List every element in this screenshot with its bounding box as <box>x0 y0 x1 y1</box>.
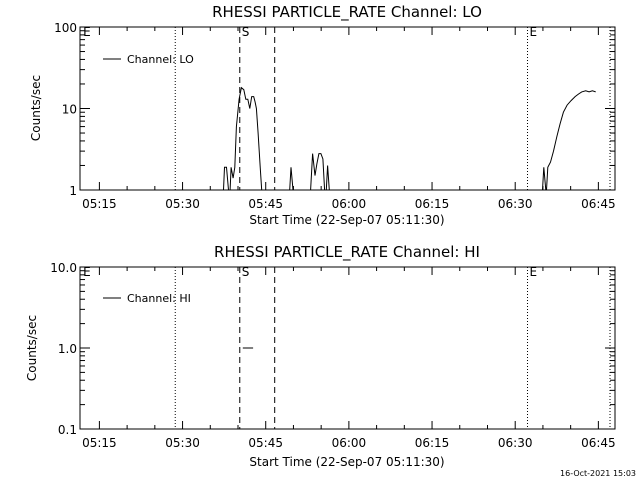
panel-lo-xtick-label-0: 05:15 <box>82 197 117 211</box>
panel-hi-xtick-label-1: 05:30 <box>165 436 200 450</box>
panel-lo-ylabel: Counts/sec <box>29 75 43 141</box>
panel-lo-ytick-label-2: 100 <box>54 21 77 35</box>
panel-lo-x-ticks: 05:15 05:30 05:45 06:00 06:15 06:30 06:45 <box>82 27 616 211</box>
panel-hi-xtick-label-3: 06:00 <box>332 436 367 450</box>
panel-hi-x-ticks: 05:15 05:30 05:45 06:00 06:15 06:30 06:45 <box>82 267 616 450</box>
panel-lo-series-0-segment-0 <box>223 86 263 191</box>
panel-lo-xlabel: Start Time (22-Sep-07 05:11:30) <box>249 213 444 227</box>
panel-hi-ytick-label-2: 10.0 <box>50 261 77 275</box>
panel-hi: RHESSI PARTICLE_RATE Channel: HI E S E 05:… <box>25 243 616 469</box>
panel-hi-xtick-label-0: 05:15 <box>82 436 117 450</box>
panel-lo-marker-label-2: S <box>242 25 250 39</box>
panel-hi-xtick-label-6: 06:45 <box>581 436 616 450</box>
panel-lo-legend: Channel: LO <box>103 53 194 66</box>
panel-lo-xtick-label-2: 05:45 <box>248 197 283 211</box>
panel-lo-xtick-label-5: 06:30 <box>498 197 533 211</box>
panel-hi-xtick-label-5: 06:30 <box>498 436 533 450</box>
panel-hi-marker-label-4: E <box>530 265 538 279</box>
panel-lo-series <box>223 86 596 191</box>
panel-hi-legend-label: Channel: HI <box>127 292 191 305</box>
panel-lo-frame <box>79 26 616 191</box>
panel-lo-legend-label: Channel: LO <box>127 53 194 66</box>
panel-hi-xtick-label-4: 06:15 <box>415 436 450 450</box>
panel-hi-ytick-label-1: 1.0 <box>58 342 77 356</box>
panel-lo-series-0-segment-1 <box>289 167 295 191</box>
panel-lo-series-0-segment-3 <box>542 90 596 191</box>
panel-hi-y-ticks: 0.1 1.0 10.0 <box>50 261 615 437</box>
panel-lo-y-ticks: 1 10 100 <box>54 21 615 198</box>
panel-lo-title: RHESSI PARTICLE_RATE Channel: LO <box>212 3 482 22</box>
panel-lo-xtick-label-3: 06:00 <box>332 197 367 211</box>
footer-timestamp: 16-Oct-2021 15:03 <box>560 469 636 478</box>
panel-hi-title: RHESSI PARTICLE_RATE Channel: HI <box>214 243 480 262</box>
panel-lo-ytick-label-1: 10 <box>62 103 77 117</box>
panel-hi-marker-label-2: S <box>242 265 250 279</box>
panel-lo-xtick-label-6: 06:45 <box>581 197 616 211</box>
panel-hi-ylabel: Counts/sec <box>25 315 39 381</box>
panel-lo: RHESSI PARTICLE_RATE Channel: LO E S E 05:… <box>29 3 616 227</box>
panel-hi-xlabel: Start Time (22-Sep-07 05:11:30) <box>249 455 444 469</box>
panel-hi-xtick-label-2: 05:45 <box>248 436 283 450</box>
panel-lo-xtick-label-4: 06:15 <box>415 197 450 211</box>
panel-hi-legend: Channel: HI <box>103 292 191 305</box>
panel-hi-ytick-label-0: 0.1 <box>58 423 77 437</box>
panel-lo-series-0-segment-2 <box>310 153 330 191</box>
panel-hi-marker-label-0: E <box>83 265 91 279</box>
panel-lo-marker-label-0: E <box>83 25 91 39</box>
panel-lo-marker-label-4: E <box>530 25 538 39</box>
panel-lo-ytick-label-0: 1 <box>69 184 77 198</box>
panel-lo-xtick-label-1: 05:30 <box>165 197 200 211</box>
